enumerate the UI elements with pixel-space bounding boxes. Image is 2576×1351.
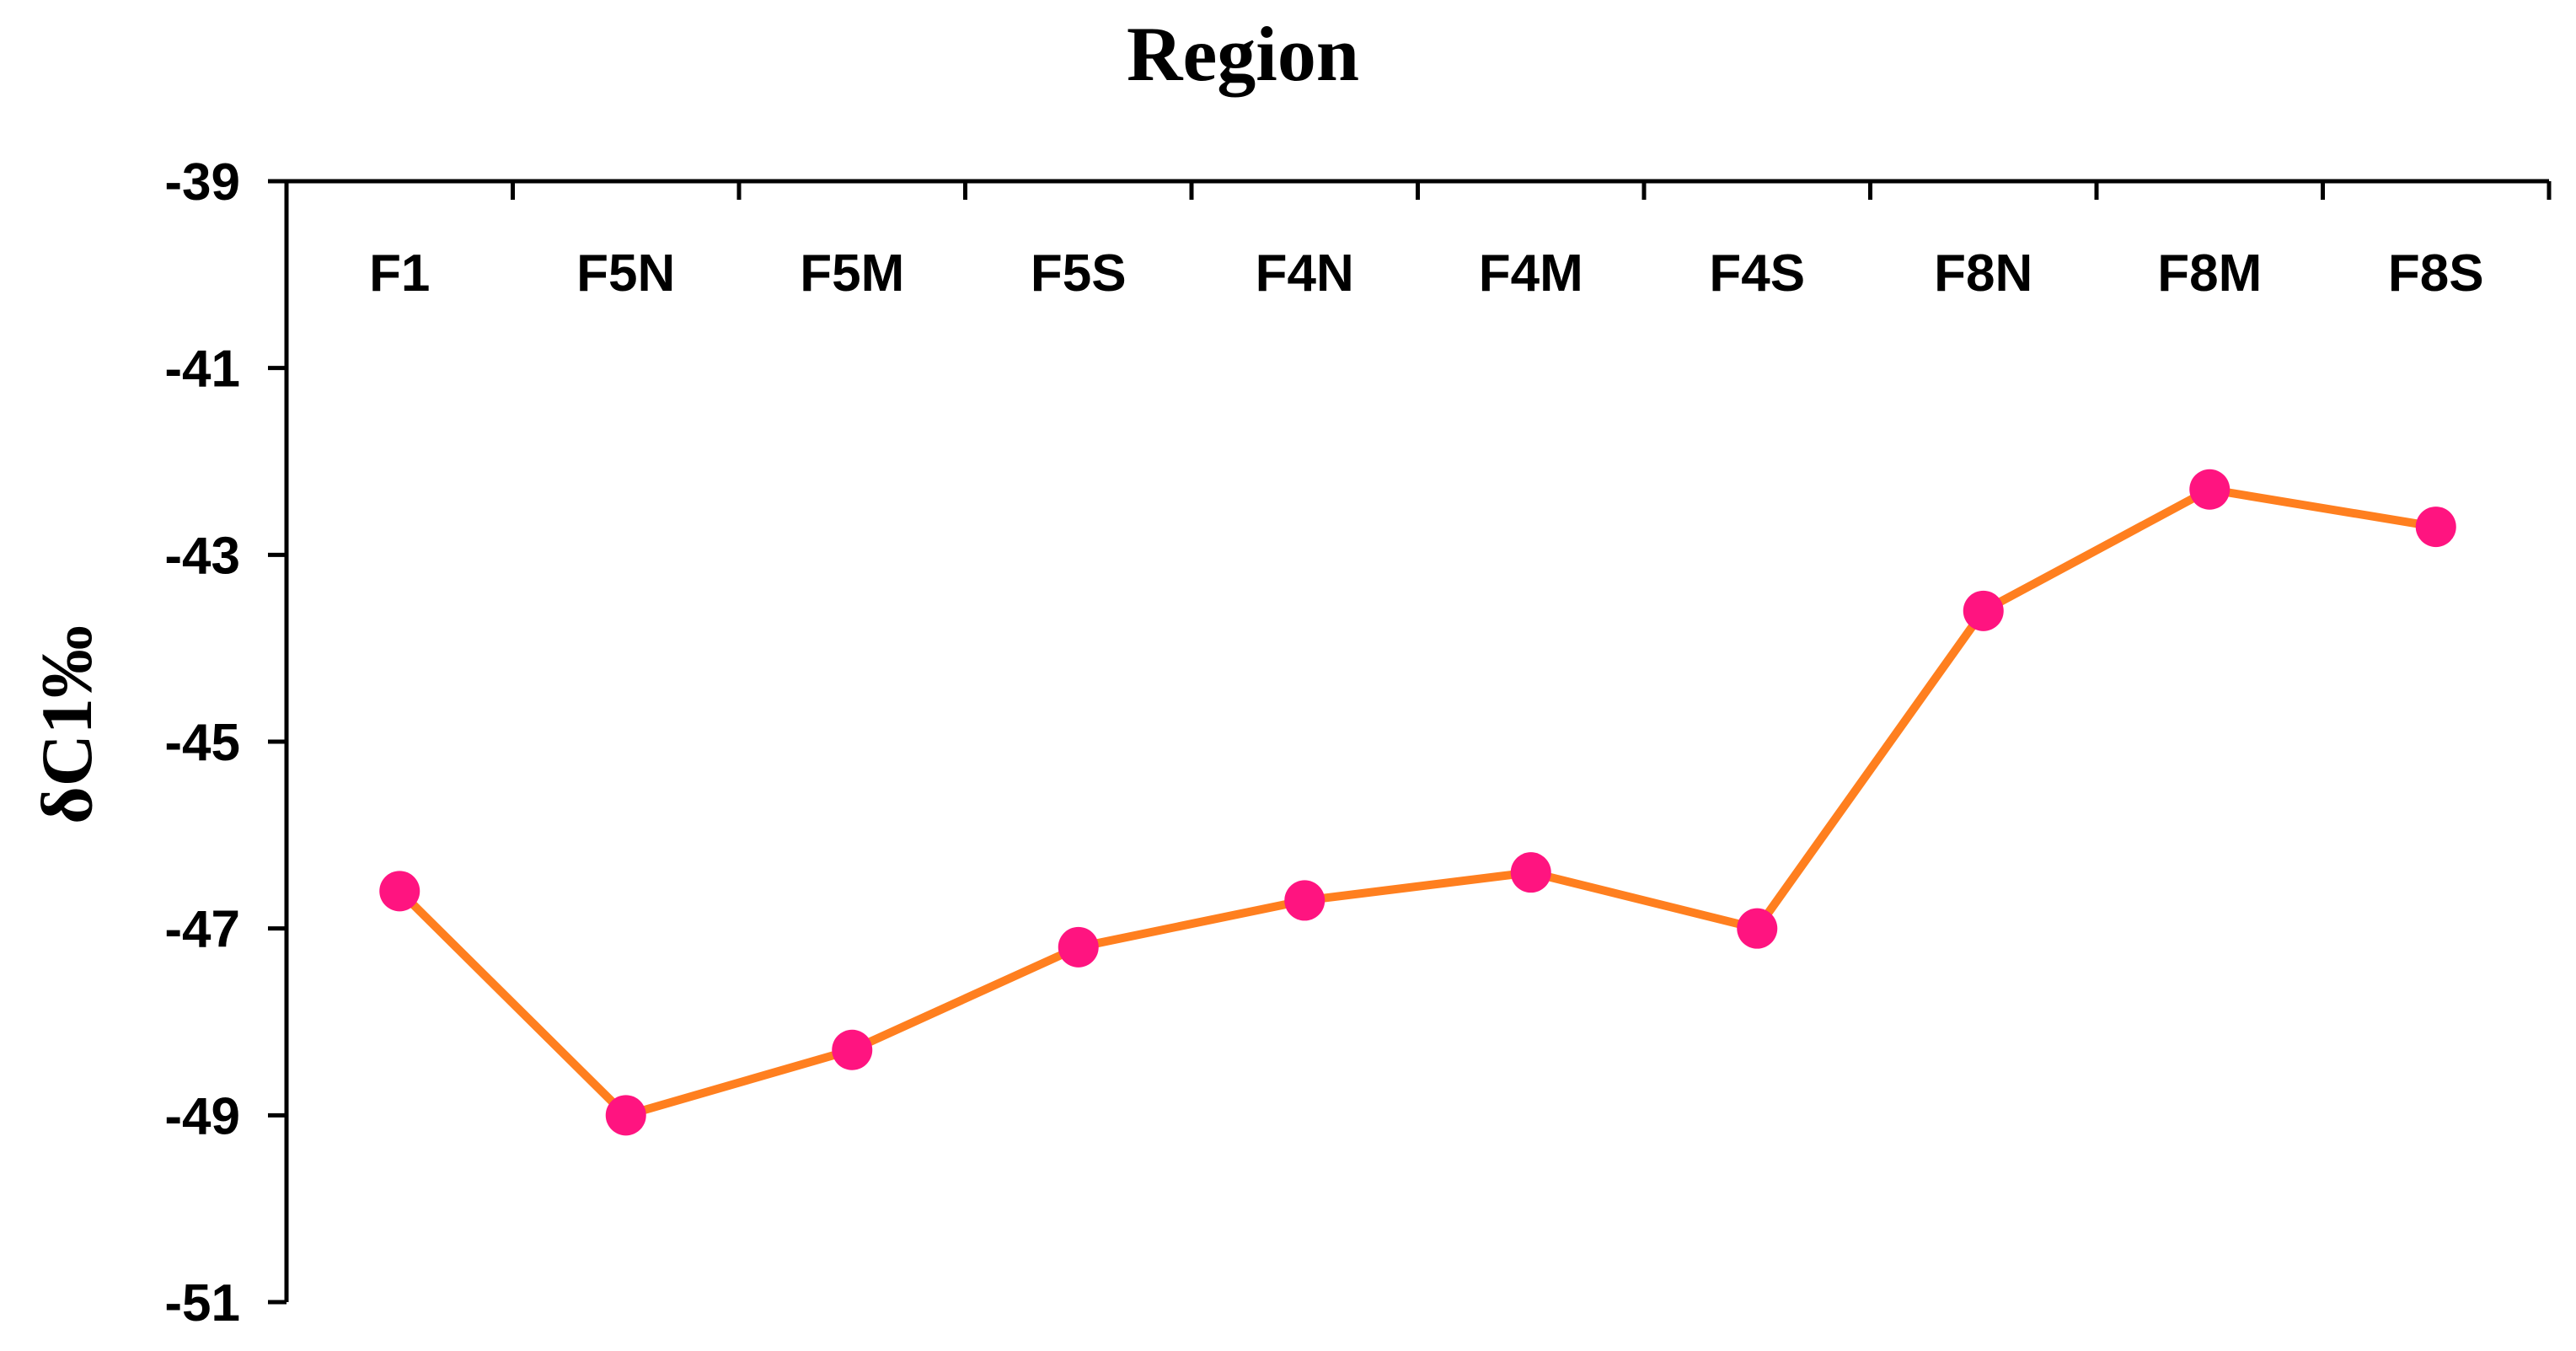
x-tick-labels: F1 F5N F5M F5S F4N F4M F4S F8N F8M F8S xyxy=(369,244,2484,303)
y-tick-labels: -39 -41 -43 -45 -47 -49 -51 xyxy=(164,153,240,1332)
x-tick-label: F5N xyxy=(576,244,675,303)
data-point xyxy=(1510,852,1551,893)
data-point xyxy=(1737,908,1778,949)
y-tick-label: -49 xyxy=(164,1087,240,1145)
data-point xyxy=(605,1095,646,1136)
x-tick-label: F4M xyxy=(1479,244,1583,303)
series-markers xyxy=(379,469,2456,1136)
data-point xyxy=(1058,926,1099,968)
y-axis-title: δC1‰ xyxy=(26,625,107,824)
x-tick-label: F4S xyxy=(1709,244,1805,303)
data-point xyxy=(1284,880,1325,921)
axes xyxy=(268,179,2552,1305)
data-point xyxy=(2415,507,2456,548)
x-tick-label: F8M xyxy=(2157,244,2262,303)
x-tick-label: F5S xyxy=(1031,244,1127,303)
data-point xyxy=(379,871,420,912)
x-axis-title: Region xyxy=(1127,11,1359,97)
y-tick-label: -43 xyxy=(164,527,240,585)
data-point xyxy=(1963,590,2004,631)
x-tick-label: F5M xyxy=(800,244,904,303)
x-tick-label: F8S xyxy=(2388,244,2484,303)
y-tick-label: -47 xyxy=(164,901,240,959)
x-tick-label: F1 xyxy=(369,244,430,303)
data-point xyxy=(832,1029,873,1070)
series-lines xyxy=(395,485,2440,1120)
x-tick-label: F8N xyxy=(1934,244,2032,303)
data-point xyxy=(2189,469,2231,510)
series-line xyxy=(395,485,2440,1120)
y-tick-label: -45 xyxy=(164,714,240,772)
y-tick-label: -39 xyxy=(164,153,240,212)
y-tick-label: -41 xyxy=(164,340,240,399)
x-tick-label: F4N xyxy=(1256,244,1354,303)
y-tick-label: -51 xyxy=(164,1274,240,1332)
